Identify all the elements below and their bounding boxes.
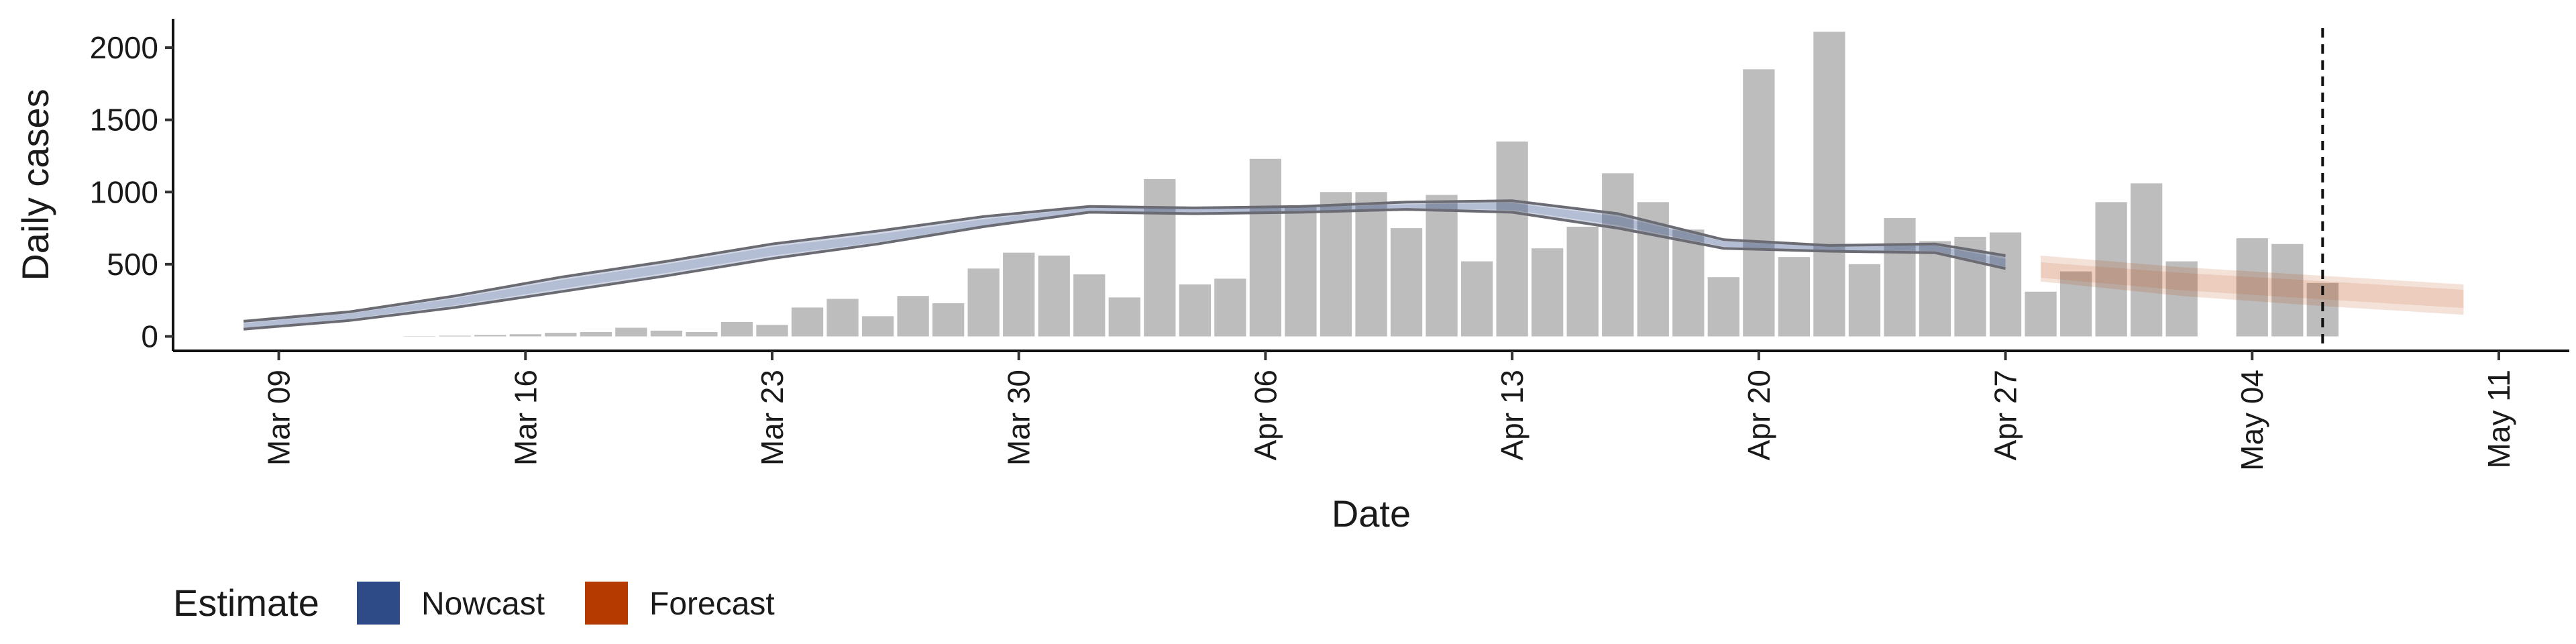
bar bbox=[1743, 69, 1775, 337]
bar bbox=[1989, 232, 2022, 337]
estimate-bands-layer bbox=[244, 201, 2464, 329]
bar bbox=[2025, 291, 2057, 337]
y-axis-title: Daily cases bbox=[14, 89, 56, 280]
x-tick-label: May 11 bbox=[2481, 370, 2516, 468]
bar bbox=[1778, 257, 1810, 337]
axes-layer: 0 500 1000 1500 2000 Mar 09 Mar 16 Mar 23 Mar 30… bbox=[90, 19, 2569, 471]
legend-label-nowcast: Nowcast bbox=[421, 586, 545, 622]
bar bbox=[1285, 206, 1317, 337]
bar bbox=[1954, 236, 1986, 337]
bar bbox=[439, 335, 471, 337]
bar bbox=[861, 316, 894, 337]
y-tick-label: 1500 bbox=[90, 103, 158, 138]
y-tick-label: 0 bbox=[141, 319, 158, 354]
bar bbox=[650, 330, 683, 337]
bar bbox=[1460, 261, 1493, 337]
bar bbox=[2271, 244, 2304, 337]
x-tick-label: Mar 23 bbox=[755, 370, 790, 466]
bar bbox=[2165, 261, 2198, 337]
y-tick-label: 1000 bbox=[90, 174, 158, 209]
bar bbox=[580, 332, 612, 337]
bar bbox=[509, 334, 541, 337]
bar bbox=[1496, 141, 1528, 337]
bar bbox=[1919, 241, 1951, 337]
bar bbox=[545, 333, 577, 337]
bar bbox=[1144, 178, 1176, 337]
bar bbox=[720, 321, 753, 337]
bar bbox=[1532, 248, 1564, 337]
bar bbox=[791, 307, 824, 337]
x-tick-label: Apr 27 bbox=[1988, 370, 2023, 461]
x-tick-label: Apr 13 bbox=[1495, 370, 1529, 461]
bar bbox=[826, 299, 859, 337]
y-tick-label: 2000 bbox=[90, 30, 158, 65]
nowcast-lower-line bbox=[243, 208, 2006, 331]
bar bbox=[1884, 218, 1916, 337]
bar bbox=[1320, 192, 1352, 337]
bar bbox=[1355, 192, 1387, 337]
forecast-band bbox=[2041, 256, 2464, 315]
bar bbox=[932, 303, 965, 337]
bar bbox=[1390, 228, 1423, 337]
bars-layer bbox=[404, 32, 2339, 337]
bar bbox=[1003, 252, 1035, 337]
legend-key-forecast bbox=[585, 582, 628, 625]
bar bbox=[474, 335, 506, 337]
forecast-inner-band bbox=[2041, 262, 2464, 309]
bar bbox=[897, 296, 929, 337]
y-tick-label: 500 bbox=[107, 247, 158, 282]
bar bbox=[1813, 32, 1845, 337]
bar bbox=[1214, 278, 1246, 337]
x-tick-label: Mar 30 bbox=[1002, 370, 1036, 466]
bar bbox=[756, 325, 788, 337]
x-tick-label: Mar 09 bbox=[262, 370, 297, 466]
bar bbox=[1073, 274, 1106, 337]
x-tick-label: Apr 20 bbox=[1741, 370, 1776, 461]
estimate-lines-layer bbox=[243, 199, 2006, 331]
nowcast-upper-line bbox=[243, 199, 2006, 323]
legend-key-nowcast bbox=[357, 582, 400, 625]
x-axis-title: Date bbox=[1332, 492, 1411, 535]
bar bbox=[1672, 229, 1705, 337]
bar bbox=[2131, 183, 2163, 337]
bar bbox=[1249, 158, 1282, 337]
bar bbox=[615, 327, 647, 337]
bar bbox=[2095, 202, 2127, 337]
x-tick-label: Apr 06 bbox=[1248, 370, 1283, 461]
legend-title: Estimate bbox=[173, 582, 319, 624]
bar bbox=[2059, 271, 2092, 337]
bar bbox=[1707, 277, 1739, 337]
bar bbox=[1038, 255, 1070, 337]
x-tick-label: May 04 bbox=[2235, 370, 2269, 471]
bar bbox=[1108, 297, 1140, 337]
bar bbox=[1566, 226, 1599, 337]
bar bbox=[1602, 173, 1634, 337]
legend-label-forecast: Forecast bbox=[649, 586, 775, 622]
bar bbox=[1848, 264, 1881, 337]
bar bbox=[1179, 284, 1211, 337]
bar bbox=[686, 332, 718, 337]
bar bbox=[2236, 238, 2268, 337]
bar bbox=[967, 268, 1000, 337]
x-tick-label: Mar 16 bbox=[508, 370, 543, 466]
legend: Estimate Nowcast Forecast bbox=[173, 582, 775, 625]
bar bbox=[1426, 195, 1458, 337]
